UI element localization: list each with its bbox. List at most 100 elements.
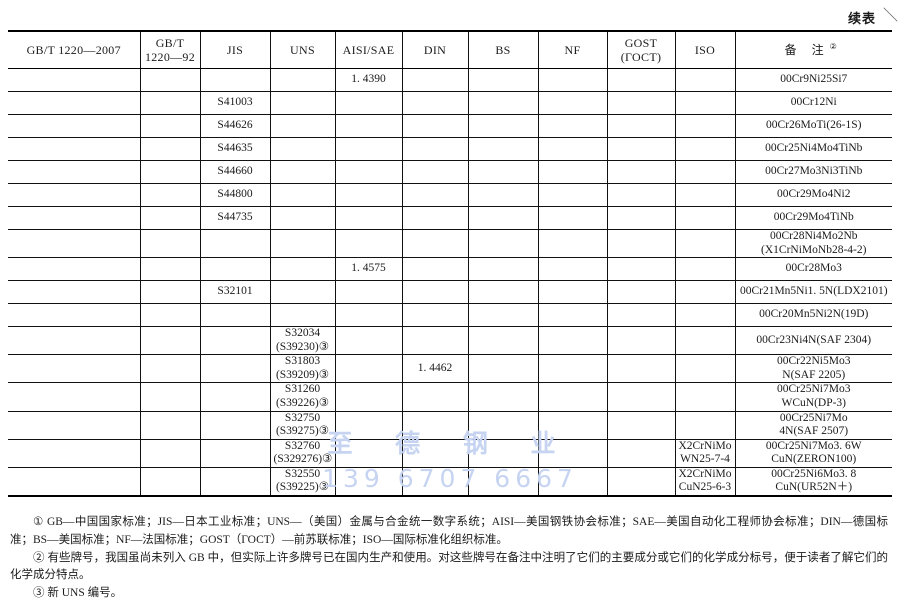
cell-gbt92 [139, 354, 201, 384]
cell-nf [537, 183, 608, 207]
cell-iso [674, 326, 736, 356]
cell-din [401, 410, 469, 440]
cell-gbt2007 [8, 382, 141, 412]
cell-iso [674, 114, 736, 138]
cell-nf [537, 466, 608, 496]
table-row: S44800 00Cr29Mo4Ni2 [8, 183, 892, 207]
cell-bs [467, 160, 539, 184]
cell-gost [606, 354, 676, 384]
cell-gbt92 [139, 137, 201, 161]
cell-gost [606, 257, 676, 282]
cell-uns [269, 114, 336, 138]
cell-bs [467, 354, 539, 384]
cell-gbt92 [139, 382, 201, 412]
table-row: S32750 (S39275)③ 00Cr25Ni7Mo 4N(SAF 2507) [8, 410, 892, 440]
cell-jis: S32101 [199, 280, 271, 305]
cell-gbt2007 [8, 438, 141, 468]
cell-jis [199, 303, 271, 328]
col-header-bs: BS [467, 31, 539, 69]
cell-din [401, 382, 469, 412]
cell-din [401, 280, 469, 305]
cell-bs [467, 410, 539, 440]
cell-gbt2007 [8, 206, 141, 230]
cell-iso [674, 137, 736, 161]
table-row: 00Cr20Mn5Ni2N(19D) [8, 303, 892, 328]
cell-nf [537, 114, 608, 138]
cell-iso: X2CrNiMo CuN25-6-3 [674, 466, 736, 496]
cell-nf [537, 438, 608, 468]
cell-gbt92 [139, 280, 201, 305]
cell-aisi [334, 354, 403, 384]
cell-bs [467, 91, 539, 115]
table-row: 00Cr28Ni4Mo2Nb (X1CrNiMoNb28-4-2) [8, 228, 892, 259]
cell-uns: S32760 (S329276)③ [269, 438, 336, 468]
cell-note: 00Cr12Ni [734, 91, 892, 115]
cell-note: 00Cr9Ni25Si7 [734, 68, 892, 92]
cell-note: 00Cr25Ni6Mo3. 8 CuN(UR52N＋) [734, 466, 892, 496]
cell-din [401, 68, 469, 92]
cell-din [401, 466, 469, 496]
cell-gost [606, 410, 676, 440]
continued-table-label: 续表 [847, 11, 876, 26]
table-row: S31803 (S39209)③ 1. 4462 00Cr22Ni5Mo3 N(SAF … [8, 354, 892, 384]
cell-bs [467, 382, 539, 412]
cell-aisi [334, 183, 403, 207]
col-header-jis: JIS [199, 31, 271, 69]
cell-din [401, 160, 469, 184]
cell-note: 00Cr20Mn5Ni2N(19D) [734, 303, 892, 328]
cell-nf [537, 228, 608, 259]
cell-jis: S44626 [199, 114, 271, 138]
cell-nf [537, 326, 608, 356]
cell-gbt92 [139, 206, 201, 230]
table-row: 1. 4575 00Cr28Mo3 [8, 257, 892, 282]
cell-uns [269, 68, 336, 92]
cell-bs [467, 114, 539, 138]
cell-jis [199, 257, 271, 282]
cell-nf [537, 280, 608, 305]
cell-note: 00Cr29Mo4Ni2 [734, 183, 892, 207]
cell-jis [199, 228, 271, 259]
cell-aisi [334, 382, 403, 412]
cell-note: 00Cr25Ni7Mo3. 6W CuN(ZERON100) [734, 438, 892, 468]
cell-bs [467, 206, 539, 230]
table-row: S44660 00Cr27Mo3Ni3TiNb [8, 160, 892, 184]
cell-gbt2007 [8, 257, 141, 282]
cell-note: 00Cr22Ni5Mo3 N(SAF 2205) [734, 354, 892, 384]
col-header-uns: UNS [269, 31, 336, 69]
col-header-nf: NF [537, 31, 608, 69]
cell-bs [467, 228, 539, 259]
cell-note: 00Cr25Ni4Mo4TiNb [734, 137, 892, 161]
cell-uns [269, 206, 336, 230]
cell-gbt2007 [8, 303, 141, 328]
table-row: S41003 00Cr12Ni [8, 91, 892, 115]
table-row: S32760 (S329276)③ X2CrNiMo WN25-7-4 00Cr25Ni… [8, 438, 892, 468]
cell-gost [606, 466, 676, 496]
cell-gbt2007 [8, 68, 141, 92]
cell-bs [467, 303, 539, 328]
cell-aisi [334, 438, 403, 468]
cell-aisi [334, 206, 403, 230]
cell-gost [606, 160, 676, 184]
cell-bs [467, 280, 539, 305]
cell-bs [467, 257, 539, 282]
cell-iso [674, 228, 736, 259]
table-row: 1. 4390 00Cr9Ni25Si7 [8, 68, 892, 92]
footnote-3: ③ 新 UNS 编号。 [33, 587, 123, 600]
cell-aisi [334, 326, 403, 356]
standards-comparison-table: GB/T 1220—2007 GB/T 1220—92 JIS UNS AISI/… [8, 30, 892, 497]
cell-gbt92 [139, 466, 201, 496]
cell-jis [199, 466, 271, 496]
cell-gbt2007 [8, 466, 141, 496]
cell-iso [674, 354, 736, 384]
cell-gbt2007 [8, 137, 141, 161]
cell-aisi [334, 91, 403, 115]
cell-din [401, 137, 469, 161]
cell-uns [269, 228, 336, 259]
cell-aisi [334, 303, 403, 328]
cell-uns: S32034 (S39230)③ [269, 326, 336, 356]
cell-uns [269, 91, 336, 115]
cell-jis [199, 326, 271, 356]
cell-jis: S44660 [199, 160, 271, 184]
cell-gbt2007 [8, 410, 141, 440]
table-body: 1. 4390 00Cr9Ni25Si7 S41003 00Cr12Ni S44626 0… [8, 68, 892, 496]
